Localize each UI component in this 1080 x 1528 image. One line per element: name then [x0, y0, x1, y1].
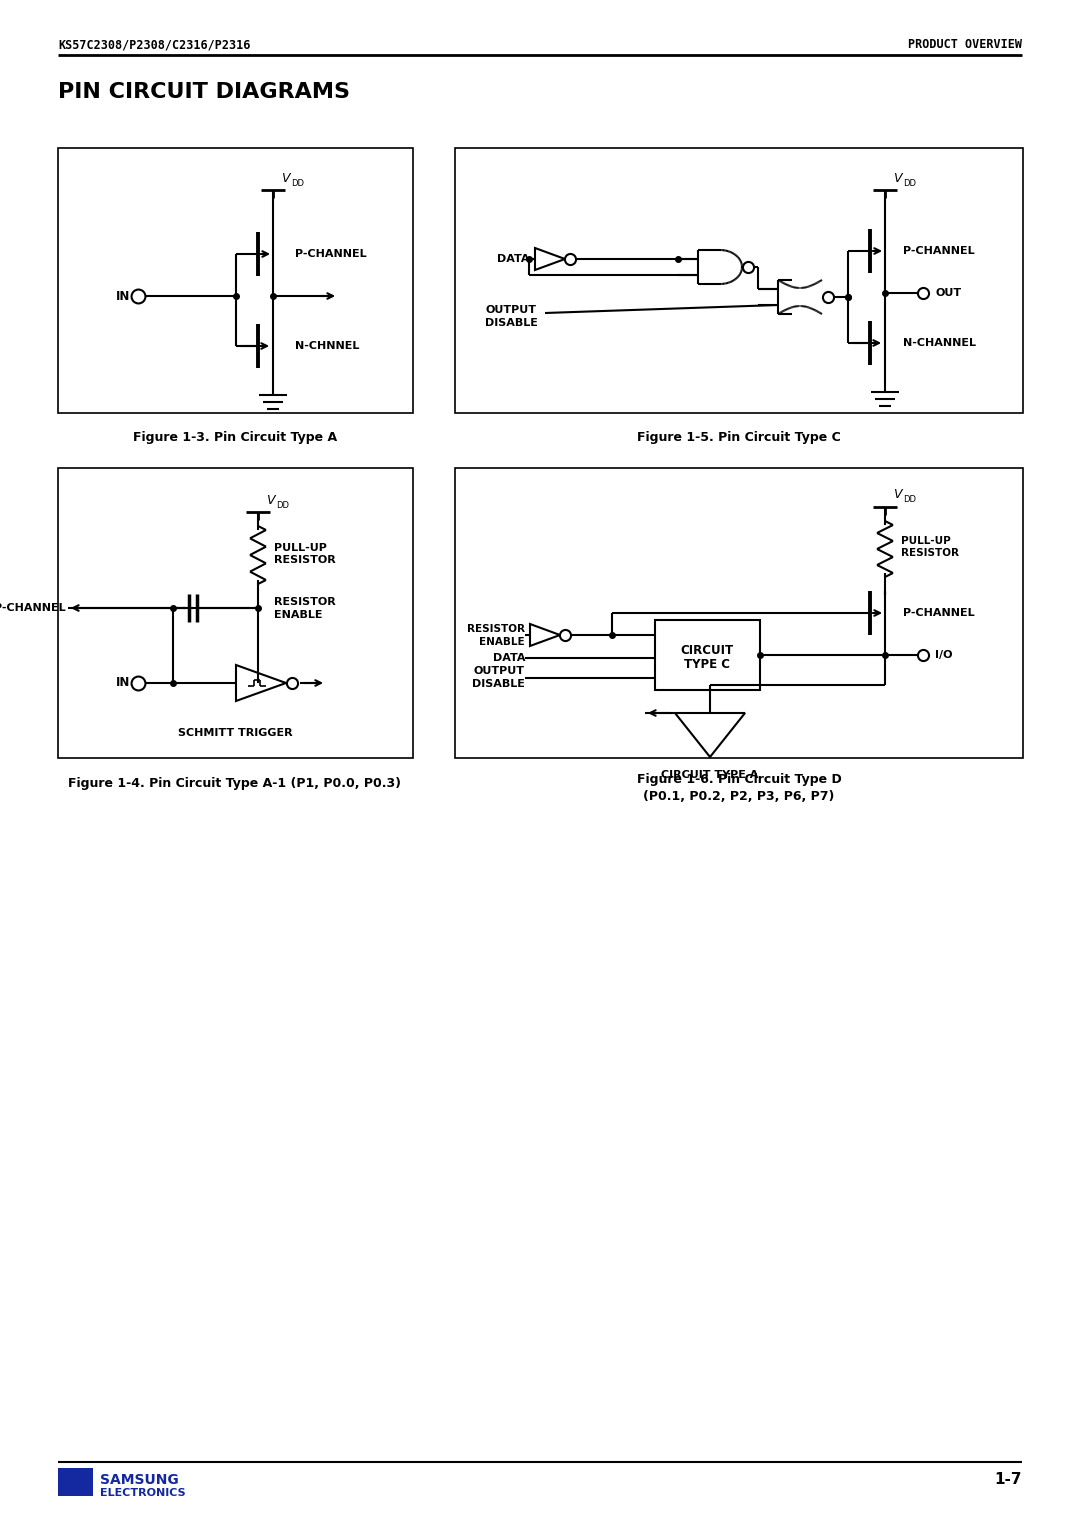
Text: CIRCUIT: CIRCUIT [680, 643, 733, 657]
Text: Figure 1-5. Pin Circuit Type C: Figure 1-5. Pin Circuit Type C [637, 431, 841, 445]
Bar [58, 468, 413, 758]
Text: DD: DD [276, 501, 289, 509]
Text: IN: IN [116, 677, 130, 689]
Bar [58, 1468, 93, 1496]
Text: SAMSUNG: SAMSUNG [100, 1473, 179, 1487]
Text: 1-7: 1-7 [995, 1473, 1022, 1487]
Text: Figure 1-4. Pin Circuit Type A-1 (P1, P0.0, P0.3): Figure 1-4. Pin Circuit Type A-1 (P1, P0… [68, 776, 402, 790]
Text: Figure 1-6. Pin Circuit Type D: Figure 1-6. Pin Circuit Type D [636, 773, 841, 787]
Text: PIN CIRCUIT DIAGRAMS: PIN CIRCUIT DIAGRAMS [58, 83, 350, 102]
Text: Figure 1-3. Pin Circuit Type A: Figure 1-3. Pin Circuit Type A [133, 431, 337, 445]
Text: ENABLE: ENABLE [480, 637, 525, 646]
Text: RESISTOR: RESISTOR [274, 555, 336, 565]
Text: V: V [266, 494, 274, 506]
Text: DATA: DATA [497, 254, 529, 264]
Text: V: V [893, 171, 902, 185]
Bar [455, 468, 1023, 758]
Text: DISABLE: DISABLE [472, 678, 525, 689]
Text: DD: DD [903, 495, 916, 504]
Text: PRODUCT OVERVIEW: PRODUCT OVERVIEW [908, 38, 1022, 52]
Text: TYPE C: TYPE C [684, 657, 730, 671]
Text: DISABLE: DISABLE [485, 318, 538, 329]
Text: RESISTOR: RESISTOR [467, 623, 525, 634]
Text: KS57C2308/P2308/C2316/P2316: KS57C2308/P2308/C2316/P2316 [58, 38, 251, 52]
Text: V: V [281, 171, 289, 185]
Text: IN: IN [116, 289, 130, 303]
Text: P-CHANNEL: P-CHANNEL [295, 249, 366, 260]
Bar [654, 620, 760, 691]
Text: P-CHANNEL: P-CHANNEL [903, 246, 974, 257]
Text: PULL-UP: PULL-UP [901, 536, 950, 545]
Bar [455, 148, 1023, 413]
Text: OUTPUT: OUTPUT [474, 666, 525, 675]
Text: DD: DD [903, 179, 916, 188]
Text: RESISTOR: RESISTOR [274, 597, 336, 607]
Text: CIRCUIT TYPE A: CIRCUIT TYPE A [661, 770, 758, 779]
Text: (P0.1, P0.2, P2, P3, P6, P7): (P0.1, P0.2, P2, P3, P6, P7) [644, 790, 835, 802]
Bar [58, 148, 413, 413]
Text: P-CHANNEL: P-CHANNEL [0, 604, 66, 613]
Text: N-CHANNEL: N-CHANNEL [903, 338, 976, 348]
Text: DATA: DATA [492, 652, 525, 663]
Text: OUTPUT: OUTPUT [485, 306, 536, 315]
Text: DD: DD [291, 179, 303, 188]
Text: ELECTRONICS: ELECTRONICS [100, 1488, 186, 1497]
Text: I/O: I/O [935, 649, 953, 660]
Text: RESISTOR: RESISTOR [901, 549, 959, 558]
Text: PULL-UP: PULL-UP [274, 542, 327, 553]
Text: SCHMITT TRIGGER: SCHMITT TRIGGER [178, 727, 293, 738]
Text: N-CHNNEL: N-CHNNEL [295, 341, 360, 351]
Text: ENABLE: ENABLE [274, 610, 323, 620]
Text: OUT: OUT [935, 287, 961, 298]
Text: V: V [893, 489, 902, 501]
Text: P-CHANNEL: P-CHANNEL [903, 608, 974, 617]
